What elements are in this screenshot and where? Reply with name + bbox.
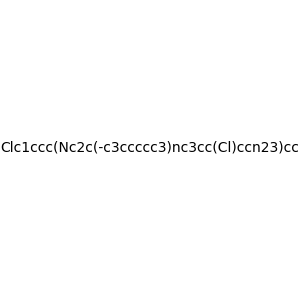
Text: Clc1ccc(Nc2c(-c3ccccc3)nc3cc(Cl)ccn23)cc1: Clc1ccc(Nc2c(-c3ccccc3)nc3cc(Cl)ccn23)cc… <box>0 140 300 154</box>
